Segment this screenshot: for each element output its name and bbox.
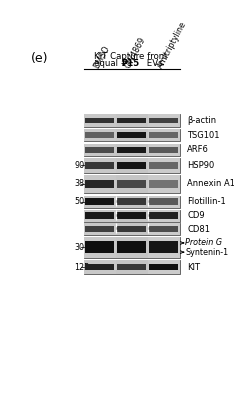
Bar	[149, 132, 178, 138]
Text: CD81: CD81	[187, 225, 210, 233]
Bar	[117, 264, 146, 270]
Bar	[116, 129, 148, 141]
Bar	[85, 226, 114, 232]
Text: HSP90: HSP90	[187, 161, 214, 170]
Text: Protein G: Protein G	[185, 239, 222, 248]
Text: 50: 50	[75, 198, 85, 207]
Bar	[85, 198, 114, 205]
Text: equal #: equal #	[94, 58, 131, 68]
Bar	[84, 210, 116, 222]
Bar	[117, 147, 146, 153]
Bar	[84, 196, 116, 208]
Text: P15: P15	[122, 58, 140, 68]
Bar	[84, 114, 116, 127]
Bar	[85, 213, 114, 219]
Bar	[116, 158, 148, 173]
Bar	[116, 196, 148, 208]
Text: GW4869: GW4869	[124, 36, 148, 70]
Bar	[117, 132, 146, 138]
Text: Syntenin-1: Syntenin-1	[185, 248, 228, 257]
Bar	[148, 129, 180, 141]
Bar	[84, 196, 180, 208]
Text: EVs: EVs	[144, 58, 163, 68]
Bar	[84, 175, 116, 193]
Bar	[149, 241, 178, 253]
Bar	[85, 132, 114, 138]
Text: TSG101: TSG101	[187, 131, 219, 140]
Bar	[116, 210, 148, 222]
Text: DMSO: DMSO	[92, 44, 111, 70]
Bar	[116, 114, 148, 127]
Bar	[117, 198, 146, 205]
Bar	[85, 147, 114, 153]
Bar	[148, 158, 180, 173]
Bar	[117, 226, 146, 232]
Bar	[116, 237, 148, 258]
Text: ARF6: ARF6	[187, 145, 209, 154]
Bar	[149, 198, 178, 205]
Bar	[84, 210, 180, 222]
Bar	[148, 260, 180, 274]
Text: 125: 125	[75, 263, 90, 272]
Bar	[116, 175, 148, 193]
Bar	[84, 260, 180, 274]
Bar	[84, 237, 180, 258]
Bar	[149, 180, 178, 188]
Bar	[84, 158, 180, 173]
Bar	[84, 158, 116, 173]
Bar	[85, 118, 114, 123]
Bar	[85, 241, 114, 253]
Bar	[84, 223, 180, 235]
Text: 38: 38	[75, 179, 84, 188]
Text: CD9: CD9	[187, 211, 205, 220]
Bar	[148, 237, 180, 258]
Bar	[84, 129, 116, 141]
Bar	[148, 114, 180, 127]
Text: Annexin A1: Annexin A1	[187, 179, 234, 188]
Bar	[84, 223, 116, 235]
Text: KIT Capture from: KIT Capture from	[94, 52, 167, 61]
Text: 30: 30	[75, 243, 84, 252]
Text: Amitriptyline: Amitriptyline	[156, 20, 188, 70]
Bar	[85, 264, 114, 270]
Bar	[148, 143, 180, 156]
Bar	[117, 162, 146, 169]
Bar	[85, 162, 114, 169]
Text: Flotillin-1: Flotillin-1	[187, 198, 226, 207]
Bar	[148, 223, 180, 235]
Bar	[117, 213, 146, 219]
Bar	[149, 118, 178, 123]
Text: (e): (e)	[31, 52, 49, 65]
Bar	[84, 237, 116, 258]
Bar	[85, 180, 114, 188]
Bar	[84, 260, 116, 274]
Text: KIT: KIT	[187, 263, 200, 272]
Bar	[116, 143, 148, 156]
Bar	[84, 143, 180, 156]
Bar	[116, 260, 148, 274]
Bar	[117, 241, 146, 253]
Bar	[149, 147, 178, 153]
Text: 90: 90	[75, 161, 85, 170]
Bar	[149, 162, 178, 169]
Bar	[149, 264, 178, 270]
Bar	[117, 118, 146, 123]
Bar	[148, 210, 180, 222]
Bar	[148, 196, 180, 208]
Bar	[84, 175, 180, 193]
Bar	[84, 129, 180, 141]
Bar	[149, 213, 178, 219]
Bar	[148, 175, 180, 193]
Text: β-actin: β-actin	[187, 116, 216, 125]
Bar	[149, 226, 178, 232]
Bar	[84, 143, 116, 156]
Bar	[117, 180, 146, 188]
Bar	[84, 114, 180, 127]
Bar	[116, 223, 148, 235]
